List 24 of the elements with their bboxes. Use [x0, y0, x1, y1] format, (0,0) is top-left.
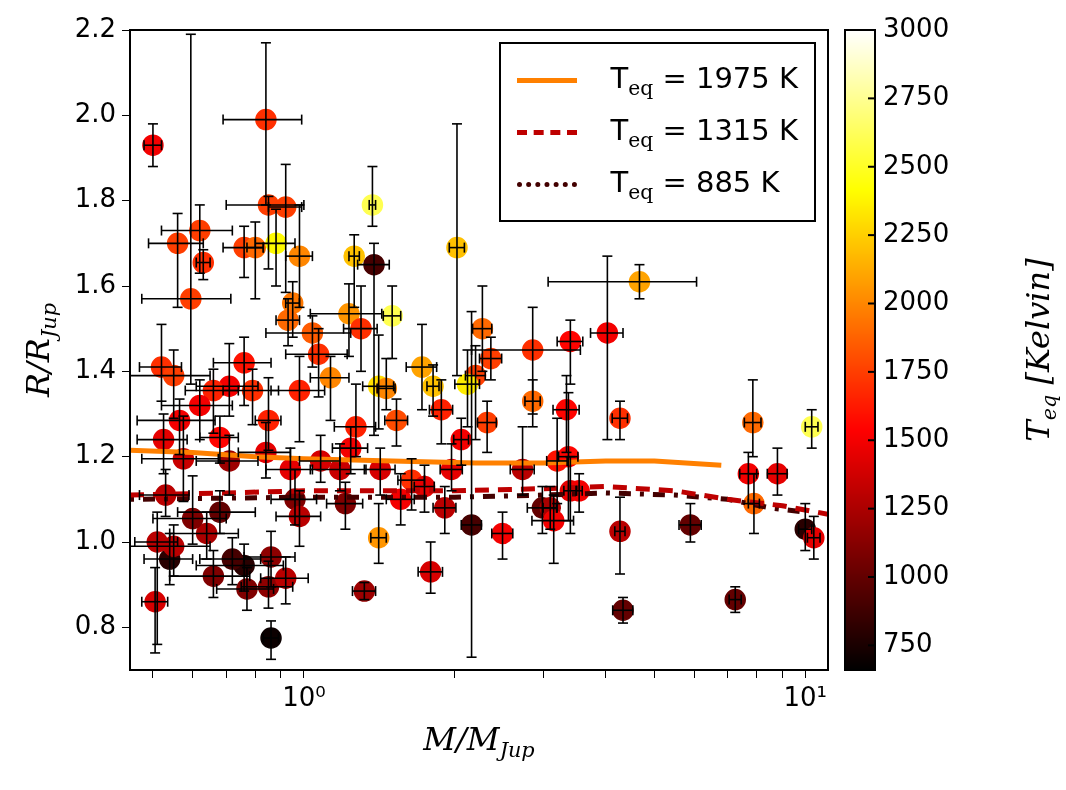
legend-label: T$_{eq}$ = 885 K	[610, 164, 780, 204]
y-tick-label: 2.0	[74, 98, 116, 129]
y-tick-label: 1.4	[74, 354, 116, 385]
x-tick-label: 10¹	[783, 682, 828, 713]
legend-label: T$_{eq}$ = 1315 K	[610, 112, 798, 152]
color-bar-label: 1000	[883, 559, 950, 590]
color-bar-label: 2750	[883, 81, 950, 112]
color-bar-label: 1250	[883, 491, 950, 522]
y-tick-label: 1.6	[74, 268, 116, 299]
color-bar-label: 2000	[883, 286, 950, 317]
legend-label: T$_{eq}$ = 1975 K	[610, 60, 798, 100]
y-tick-label: 2.2	[74, 12, 116, 43]
y-tick-label: 1.8	[74, 183, 116, 214]
color-bar-label: 2250	[883, 217, 950, 248]
color-bar-label: 1500	[883, 423, 950, 454]
x-tick-label: 10⁰	[282, 682, 326, 713]
y-tick-label: 1.2	[74, 439, 116, 470]
color-bar-label: 1750	[883, 354, 950, 385]
x-axis-title: M/M$_{Jup}$	[423, 720, 535, 763]
color-bar-label: 2500	[883, 149, 950, 180]
y-tick-label: 1.0	[74, 524, 116, 555]
y-tick-label: 0.8	[74, 610, 116, 641]
color-bar-label: 750	[883, 628, 933, 659]
color-bar-label: 3000	[883, 12, 950, 43]
